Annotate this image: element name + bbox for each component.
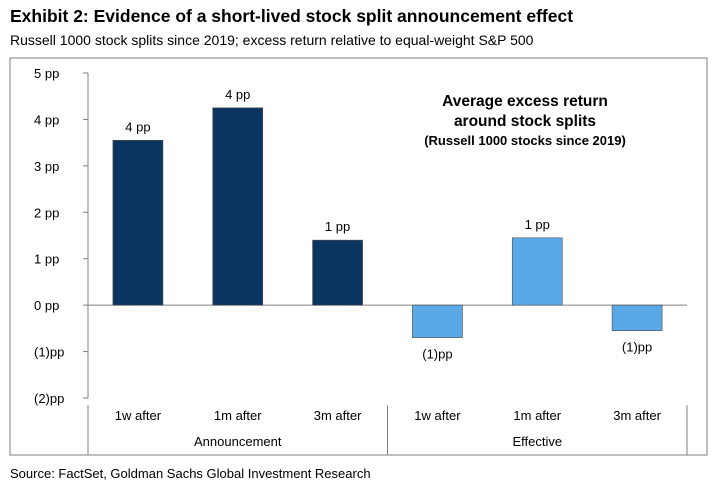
x-tick-label: 3m after (314, 408, 362, 423)
data-label: (1)pp (422, 347, 452, 362)
bar (312, 239, 363, 306)
annotation-line-2: around stock splits (454, 113, 596, 130)
y-tick-label: 5 pp (34, 66, 59, 81)
y-tick-label: 4 pp (34, 112, 59, 127)
bar (412, 304, 463, 338)
data-label: 4 pp (125, 119, 150, 134)
bar (611, 304, 663, 331)
data-label: (1)pp (622, 340, 652, 355)
y-tick-label: 3 pp (34, 159, 59, 174)
annotation-line-3: (Russell 1000 stocks since 2019) (424, 133, 626, 148)
source-note: Source: FactSet, Goldman Sachs Global In… (10, 466, 371, 481)
data-label: 1 pp (325, 219, 350, 234)
y-tick-label: (2)pp (34, 391, 64, 406)
chart-title: Exhibit 2: Evidence of a short-lived sto… (10, 6, 574, 26)
data-label: 1 pp (525, 217, 550, 232)
y-tick-label: 1 pp (34, 252, 59, 267)
bar (212, 107, 264, 306)
x-tick-label: 1w after (414, 408, 461, 423)
y-tick-label: 0 pp (34, 298, 59, 313)
data-label: 4 pp (225, 87, 250, 102)
annotation-line-1: Average excess return (442, 93, 608, 110)
x-tick-label: 3m after (613, 408, 661, 423)
x-tick-label: 1w after (115, 408, 162, 423)
bar (511, 237, 563, 306)
chart-subtitle: Russell 1000 stock splits since 2019; ex… (10, 32, 534, 48)
x-tick-label: 1m after (214, 408, 262, 423)
group-label: Announcement (194, 434, 282, 449)
group-label: Effective (512, 434, 562, 449)
x-tick-label: 1m after (513, 408, 561, 423)
y-tick-label: 2 pp (34, 205, 59, 220)
bar (112, 140, 164, 306)
plot-frame (9, 57, 708, 456)
y-tick-label: (1)pp (34, 345, 64, 360)
